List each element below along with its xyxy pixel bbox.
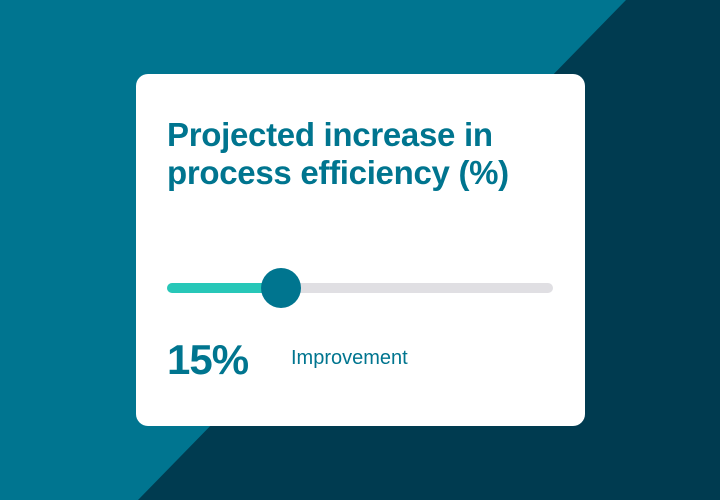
slider-fill xyxy=(167,283,281,293)
efficiency-card: Projected increase in process efficiency… xyxy=(136,74,585,426)
efficiency-value: 15% xyxy=(167,336,249,383)
efficiency-value-label: Improvement xyxy=(291,347,408,369)
efficiency-slider[interactable] xyxy=(167,268,553,308)
card-title: Projected increase in process efficiency… xyxy=(167,116,509,191)
slider-thumb[interactable] xyxy=(260,268,301,308)
